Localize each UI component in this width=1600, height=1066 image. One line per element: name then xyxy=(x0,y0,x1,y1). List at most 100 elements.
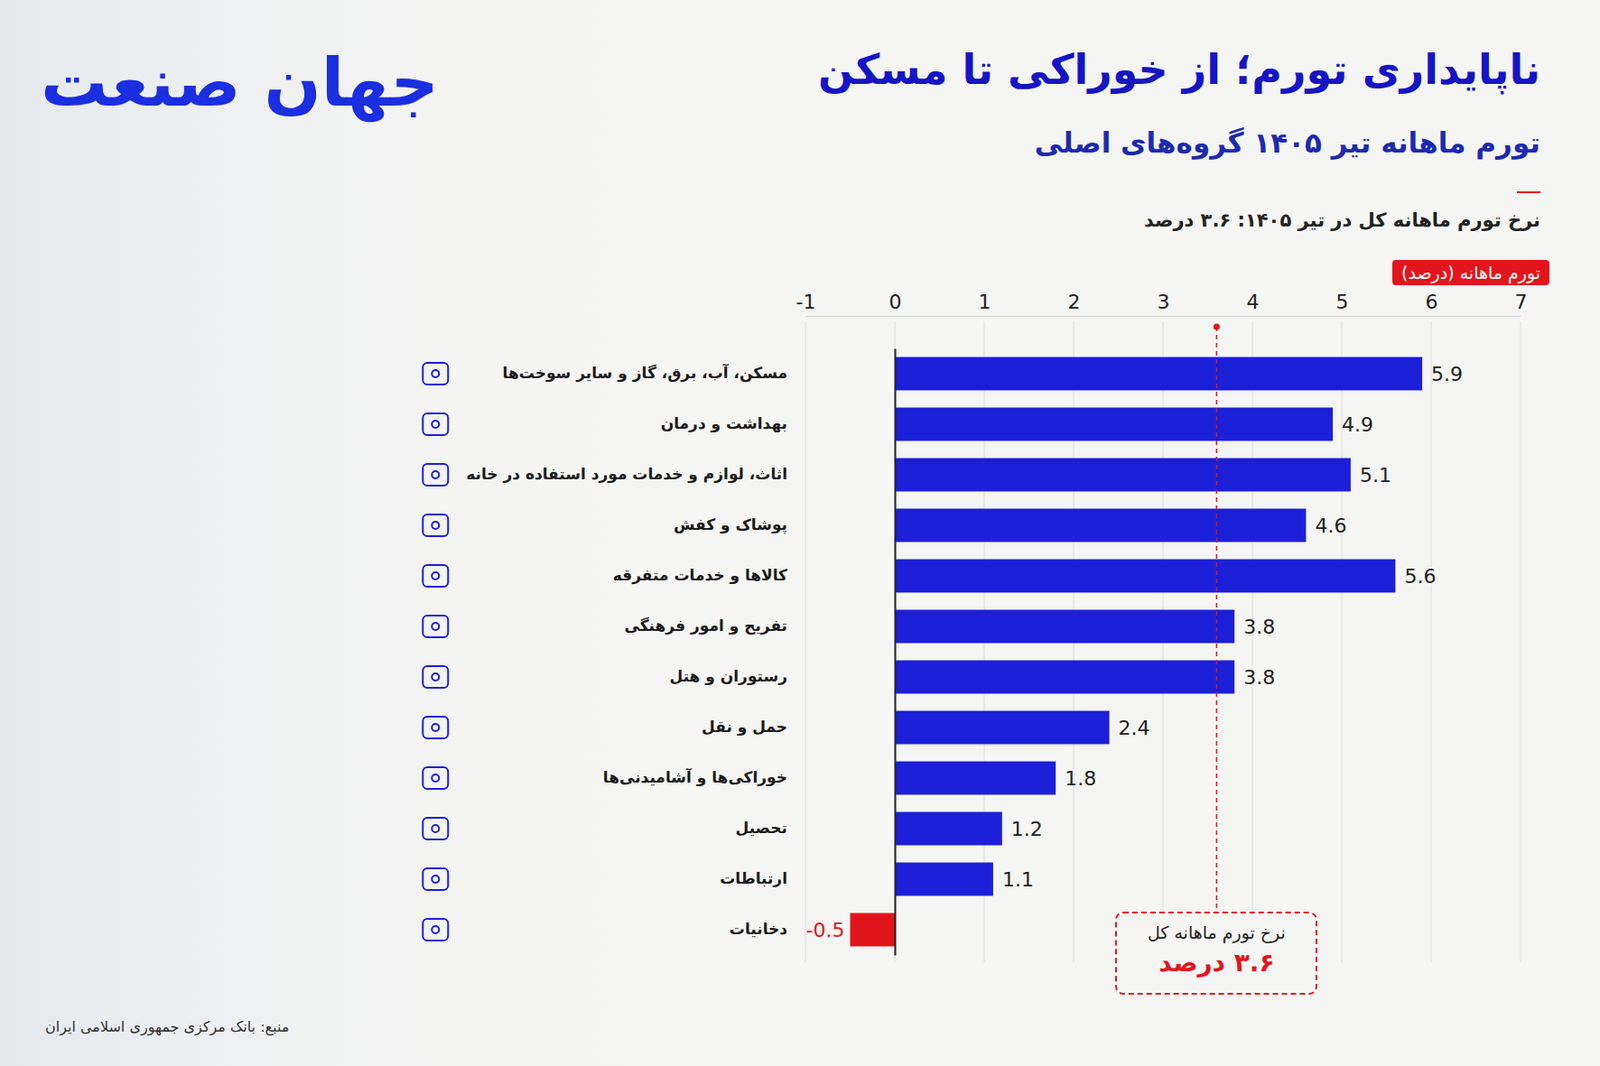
category-label: پوشاک و کفش xyxy=(673,515,788,535)
icon-frame xyxy=(422,464,448,486)
category-tick: مسکن، آب، برق، گاز و سایر سوخت‌ها xyxy=(502,362,895,383)
icon-frame xyxy=(422,666,448,689)
x-tick: 5 xyxy=(1336,290,1349,317)
icon-frame xyxy=(422,362,448,385)
category-tick: پوشاک و کفش xyxy=(673,515,895,535)
x-tick-label: 0 xyxy=(889,290,903,314)
data-label: 4.6 xyxy=(1314,514,1347,538)
category-label: مسکن، آب، برق، گاز و سایر سوخت‌ها xyxy=(502,362,788,383)
icon-frame xyxy=(422,514,448,537)
icon-frame xyxy=(422,615,448,638)
x-axis-line xyxy=(806,316,1522,317)
category-icon xyxy=(422,514,448,537)
icon-dot xyxy=(431,370,439,378)
icon-dot xyxy=(431,471,439,479)
data-label: 5.9 xyxy=(1431,362,1463,386)
category-label: ارتباطات xyxy=(719,869,788,888)
data-label: 1.1 xyxy=(1002,868,1034,892)
category-label: حمل و نقل xyxy=(701,717,788,737)
icon-frame xyxy=(422,413,448,436)
category-label: اثاث، لوازم و خدمات مورد استفاده در خانه xyxy=(465,465,788,484)
data-label: -0.5 xyxy=(806,919,846,942)
bar xyxy=(894,863,994,897)
category-tick: ارتباطات xyxy=(719,869,895,888)
x-tick-label: 4 xyxy=(1246,290,1260,314)
grid-line xyxy=(1520,321,1522,963)
icon-frame xyxy=(422,767,448,790)
data-label: 4.9 xyxy=(1341,413,1374,437)
icon-dot xyxy=(431,572,439,580)
x-tick: 2 xyxy=(1068,290,1081,317)
page: -1 0 1 2 3 4 5 6 7 مسکن، آب، برق، گاز و سایر سوخت… xyxy=(0,0,1600,1066)
icon-dot xyxy=(431,724,439,732)
x-tick: 1 xyxy=(978,290,992,317)
category-tick: تحصیل xyxy=(735,818,896,838)
bar xyxy=(894,458,1351,493)
category-icon xyxy=(422,362,448,385)
grid-line xyxy=(894,321,896,963)
category-icon xyxy=(422,868,448,891)
icon-frame xyxy=(422,868,448,891)
icon-frame xyxy=(422,716,448,739)
data-label: 2.4 xyxy=(1118,716,1151,740)
category-tick: خوراکی‌ها و آشامیدنی‌ها xyxy=(603,767,895,788)
data-labels: 5.94.95.14.65.63.83.82.41.81.21.1-0.5 xyxy=(806,362,1464,942)
icon-dot xyxy=(431,774,439,782)
icon-dot xyxy=(431,926,439,934)
x-tick: 3 xyxy=(1157,290,1171,317)
icon-dot xyxy=(431,673,439,681)
category-label: رستوران و هتل xyxy=(669,667,788,687)
accent-line xyxy=(1516,191,1541,194)
title: ناپایداری تورم؛ از خوراکی تا مسکن xyxy=(818,45,1541,94)
x-tick-label: 1 xyxy=(978,290,992,314)
bar xyxy=(894,812,1003,847)
category-label: کالاها و خدمات متفرقه xyxy=(613,566,788,586)
category-icon xyxy=(422,615,448,638)
category-tick: حمل و نقل xyxy=(701,717,895,737)
x-tick-label: 2 xyxy=(1068,290,1081,314)
category-icon xyxy=(422,767,448,790)
category-label: دخانیات xyxy=(729,920,788,939)
icons xyxy=(422,362,448,941)
data-label: 1.8 xyxy=(1064,767,1097,791)
x-tick-label: -1 xyxy=(796,290,817,314)
category-icon xyxy=(422,716,448,739)
icon-dot xyxy=(431,875,439,884)
category-label: تفریح و امور فرهنگی xyxy=(624,616,788,636)
x-axis: -1 0 1 2 3 4 5 6 7 xyxy=(796,290,1528,317)
category-icon xyxy=(422,666,448,689)
x-tick-label: 7 xyxy=(1515,290,1528,314)
data-label: 3.8 xyxy=(1243,615,1275,639)
category-tick: رستوران و هتل xyxy=(669,667,895,687)
x-tick: 7 xyxy=(1515,290,1528,317)
icon-frame xyxy=(422,818,448,840)
bars xyxy=(850,357,1424,948)
background-panel xyxy=(0,0,651,1066)
brand: جهان صنعت xyxy=(40,43,439,121)
annotation-value: ۳.۶ درصد xyxy=(1116,948,1316,978)
icon-dot xyxy=(431,420,439,428)
note: نرخ تورم ماهانه کل در تیر ۱۴۰۵: ۳.۶ درصد xyxy=(1144,209,1541,232)
subtitle: تورم ماهانه تیر ۱۴۰۵ گروه‌های اصلی xyxy=(1034,126,1541,159)
data-label: 5.6 xyxy=(1404,565,1436,588)
bar xyxy=(894,762,1056,796)
category-icon xyxy=(422,919,448,941)
category-tick: اثاث، لوازم و خدمات مورد استفاده در خانه xyxy=(465,465,895,484)
x-tick: 6 xyxy=(1425,290,1439,317)
x-tick: 0 xyxy=(889,290,903,317)
category-axis: مسکن، آب، برق، گاز و سایر سوخت‌هابهداشت … xyxy=(465,349,895,957)
x-tick: 4 xyxy=(1246,290,1260,317)
bar xyxy=(894,660,1235,695)
x-tick-label: 5 xyxy=(1336,290,1349,314)
x-tick: -1 xyxy=(796,290,817,317)
data-label: 1.2 xyxy=(1011,818,1043,841)
icon-frame xyxy=(422,565,448,587)
category-icon xyxy=(422,413,448,436)
category-tick: تفریح و امور فرهنگی xyxy=(624,616,895,636)
category-icon xyxy=(422,818,448,840)
bar xyxy=(894,408,1333,442)
reference-dot xyxy=(1213,324,1220,331)
grid-line xyxy=(1431,321,1433,963)
category-icon xyxy=(422,464,448,486)
chart-svg: -1 0 1 2 3 4 5 6 7 مسکن، آب، برق، گاز و سایر سوخت… xyxy=(0,0,1600,1066)
